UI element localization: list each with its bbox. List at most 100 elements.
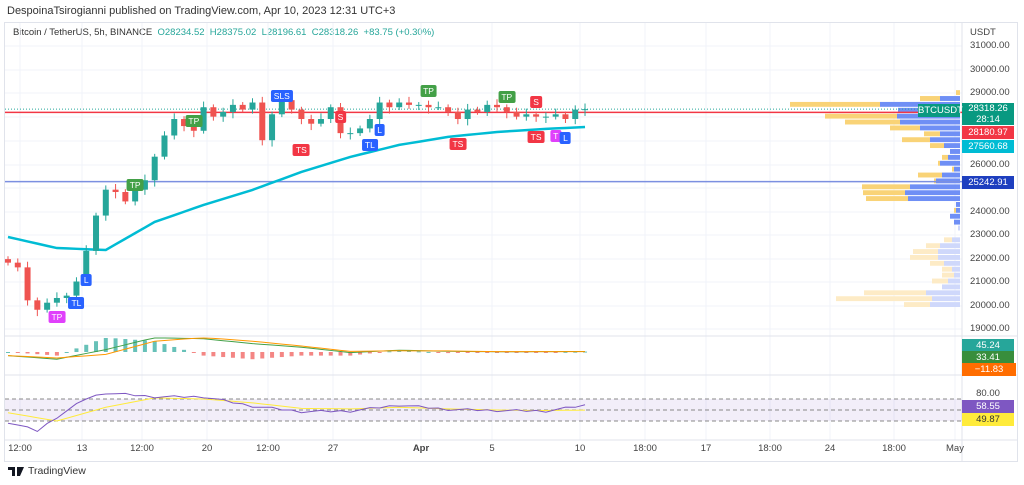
- macd-histogram-bar: [583, 351, 588, 353]
- candle-body: [357, 128, 364, 134]
- price-tick-label: 21000.00: [970, 276, 1010, 287]
- candle-body: [308, 119, 315, 124]
- macd-histogram-bar: [504, 352, 509, 353]
- volume-profile-down-bar: [918, 172, 942, 178]
- volume-profile-up-bar: [940, 96, 960, 101]
- time-tick-label: 18:00: [758, 443, 782, 454]
- macd-histogram-bar: [64, 352, 69, 353]
- price-tag-value: 28318.26: [968, 103, 1008, 114]
- price-tick-label: 24000.00: [970, 206, 1010, 217]
- candle-body: [63, 295, 70, 298]
- macd-histogram-bar: [289, 352, 294, 357]
- volume-profile-up-bar: [954, 219, 960, 225]
- volume-profile-down-bar: [790, 101, 880, 107]
- time-tick-label: 12:00: [130, 443, 154, 454]
- macd-histogram-bar: [416, 351, 421, 353]
- volume-profile-up-bar: [948, 278, 960, 284]
- time-tick-label: 12:00: [8, 443, 32, 454]
- time-tick-label: May: [946, 443, 964, 454]
- volume-profile-up-bar: [948, 154, 960, 160]
- signal-marker: S: [530, 96, 542, 108]
- macd-histogram-bar: [553, 352, 558, 353]
- volume-profile-up-bar: [910, 184, 960, 190]
- macd-histogram-bar: [240, 352, 245, 359]
- signal-marker: TL: [68, 296, 85, 309]
- candle-body: [474, 109, 481, 112]
- volume-profile-down-bar: [930, 143, 944, 149]
- macd-histogram-bar: [230, 352, 235, 358]
- candle-body: [386, 102, 393, 108]
- macd-histogram-bar: [328, 352, 333, 356]
- signal-marker: TS: [449, 137, 467, 150]
- macd-value-tag: −11.83: [962, 363, 1016, 376]
- signal-marker: L: [560, 132, 571, 144]
- macd-histogram-bar: [455, 352, 460, 353]
- volume-profile-up-bar: [932, 296, 960, 302]
- candle-body: [396, 102, 403, 108]
- candle-body: [435, 107, 442, 109]
- candle-body: [484, 104, 491, 112]
- bar-countdown: 28:14: [976, 114, 1000, 125]
- open-value: O28234.52: [157, 27, 205, 38]
- volume-profile-down-bar: [954, 207, 956, 213]
- macd-histogram-bar: [191, 352, 196, 353]
- price-tick-label: 23000.00: [970, 229, 1010, 240]
- volume-profile-down-bar: [924, 131, 940, 137]
- signal-marker: S: [334, 111, 347, 123]
- time-tick-label: 18:00: [633, 443, 657, 454]
- candle-body: [298, 109, 305, 120]
- candle-body: [83, 250, 90, 282]
- macd-histogram-bar: [35, 352, 40, 355]
- volume-profile-up-bar: [905, 190, 960, 196]
- volume-profile-down-bar: [952, 166, 954, 172]
- price-tag: 27560.68: [962, 140, 1014, 153]
- macd-histogram-bar: [465, 352, 470, 353]
- volume-profile-up-bar: [954, 272, 960, 278]
- volume-profile-up-bar: [940, 243, 960, 249]
- macd-histogram-bar: [543, 352, 548, 353]
- volume-profile-down-bar: [862, 184, 910, 190]
- macd-histogram-bar: [201, 352, 206, 356]
- price-tick-label: 26000.00: [970, 159, 1010, 170]
- candle-body: [190, 126, 197, 131]
- tradingview-logo[interactable]: TradingView: [8, 465, 86, 477]
- macd-histogram-bar: [25, 352, 30, 354]
- signal-marker: T: [550, 130, 562, 142]
- candle-body: [405, 102, 412, 105]
- volume-profile-up-bar: [950, 213, 960, 219]
- volume-profile-down-bar: [866, 196, 908, 202]
- macd-histogram-bar: [279, 352, 284, 358]
- volume-profile-up-bar: [958, 225, 960, 231]
- publisher-line: DespoinaTsirogianni published on Trading…: [7, 5, 396, 17]
- macd-histogram-bar: [260, 352, 265, 359]
- signal-marker: TP: [420, 85, 437, 97]
- candle-body: [523, 114, 530, 117]
- symbol-legend: Bitcoin / TetherUS, 5h, BINANCE O28234.5…: [13, 27, 434, 38]
- price-tick-label: 31000.00: [970, 40, 1010, 51]
- volume-profile-up-bar: [950, 149, 960, 154]
- macd-value-tag: 45.24: [962, 339, 1014, 352]
- low-value: L28196.61: [261, 27, 307, 38]
- macd-histogram-bar: [406, 350, 411, 352]
- volume-profile-up-bar: [942, 172, 960, 178]
- signal-marker: TS: [292, 143, 310, 156]
- candle-body: [229, 104, 236, 112]
- volume-profile-up-bar: [956, 207, 960, 213]
- signal-marker: TP: [126, 178, 144, 191]
- volume-profile-down-bar: [825, 113, 897, 119]
- symbol-name[interactable]: Bitcoin / TetherUS, 5h, BINANCE: [13, 27, 153, 38]
- candle-body: [503, 107, 510, 112]
- rsi-value-tag: 80.00: [976, 388, 1000, 399]
- volume-profile-down-bar: [938, 160, 940, 166]
- candle-body: [200, 107, 207, 131]
- time-tick-label: 20: [201, 443, 213, 454]
- macd-value-tag: 33.41: [962, 351, 1014, 364]
- volume-profile-down-bar: [910, 255, 938, 260]
- price-tick-label: 30000.00: [970, 64, 1010, 75]
- macd-histogram-bar: [211, 352, 216, 357]
- macd-histogram-bar: [426, 351, 431, 353]
- price-tag-value: 25242.91: [968, 177, 1008, 188]
- macd-histogram-bar: [113, 338, 118, 352]
- volume-profile-up-bar: [952, 237, 960, 243]
